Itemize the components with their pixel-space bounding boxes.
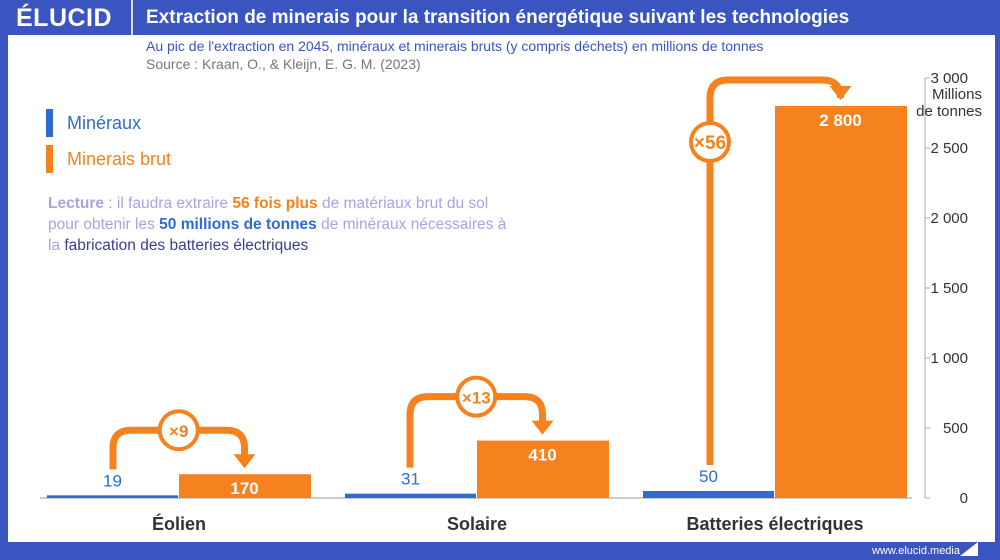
y-tick-label: 1 500: [930, 280, 968, 297]
bar-mineraux: [643, 491, 774, 498]
y-tick-label: 500: [943, 420, 968, 437]
elucid-flag-icon: [960, 542, 978, 556]
value-label-mineraux: 31: [401, 470, 420, 489]
value-label-minerais: 170: [230, 479, 258, 498]
category-label: Éolien: [152, 513, 206, 534]
reading-note: Lecture : il faudra extraire 56 fois plu…: [48, 193, 518, 256]
bar-minerais: [179, 474, 311, 498]
note-text: fabrication des batteries électriques: [64, 237, 309, 254]
bar-mineraux: [47, 495, 178, 498]
y-tick-label: 2 500: [930, 140, 968, 157]
legend-label: Minéraux: [67, 112, 142, 133]
multiplier-badge: [689, 121, 731, 163]
legend-label: Minerais brut: [67, 148, 172, 169]
multiplier-label: ×56: [694, 133, 726, 154]
bar-minerais: [775, 106, 907, 498]
header-divider: [131, 0, 133, 35]
legend-item-mineraux: Minéraux: [46, 109, 141, 137]
note-text: de minéraux nécessaires à la: [48, 216, 507, 254]
legend-swatch: [46, 109, 53, 137]
chart-title: Extraction de minerais pour la transitio…: [146, 7, 850, 28]
bar-mineraux: [345, 493, 476, 498]
y-axis-label: Millions: [932, 86, 982, 103]
legend-swatch: [46, 145, 53, 173]
note-text: de matériaux brut du sol pour obtenir le…: [48, 195, 489, 233]
multiplier-badge: [157, 409, 200, 452]
y-tick-label: 1 000: [930, 350, 968, 367]
arrowhead-icon: [233, 454, 256, 469]
y-tick-label: 2 000: [930, 210, 968, 227]
value-label-minerais: 2 800: [819, 111, 862, 130]
y-axis-label: de tonnes: [916, 103, 982, 120]
value-label-mineraux: 50: [699, 467, 718, 486]
legend-item-minerais: Minerais brut: [46, 145, 171, 173]
multiplier-label: ×13: [462, 389, 491, 408]
category-label: Batteries électriques: [686, 514, 863, 534]
bar-minerais: [477, 440, 609, 498]
elucid-logo: ÉLUCID: [16, 4, 113, 32]
y-tick-label: 3 000: [930, 70, 968, 87]
note-text: : il faudra extraire: [104, 195, 233, 212]
arrowhead-icon: [829, 86, 852, 100]
value-label-minerais: 410: [528, 446, 556, 465]
multiplier-badge: [455, 375, 498, 418]
note-highlight: 56 fois plus: [232, 195, 318, 212]
y-tick-label: 0: [960, 490, 968, 507]
chart-source: Source : Kraan, O., & Kleijn, E. G. M. (…: [146, 56, 421, 72]
note-lead: Lecture: [48, 195, 104, 212]
multiplier-label: ×9: [169, 422, 188, 441]
footer-url[interactable]: www.elucid.media: [871, 545, 960, 557]
category-label: Solaire: [447, 514, 507, 534]
note-highlight: 50 millions de tonnes: [159, 216, 317, 233]
chart-subtitle: Au pic de l'extraction en 2045, minéraux…: [146, 38, 764, 54]
value-label-mineraux: 19: [103, 471, 122, 490]
arrowhead-icon: [531, 420, 554, 435]
